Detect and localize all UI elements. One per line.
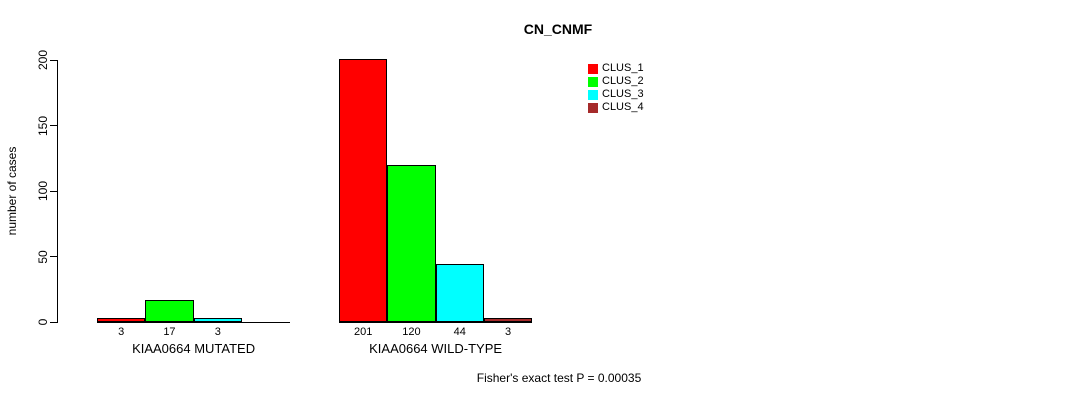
bar-clus_2 (387, 164, 436, 322)
legend-item: CLUS_4 (588, 101, 644, 114)
y-tick-label: 150 (36, 115, 50, 136)
annotation-pvalue: Fisher's exact test P = 0.00035 (476, 371, 642, 385)
bar-value-label: 3 (504, 326, 512, 338)
legend-item-label: CLUS_3 (602, 88, 644, 100)
y-tick-label: 200 (36, 49, 50, 71)
legend-item-label: CLUS_4 (602, 101, 644, 113)
bar-clus_2 (145, 299, 194, 322)
y-tick (50, 321, 57, 323)
y-tick-label: 100 (36, 180, 50, 202)
y-tick (50, 190, 57, 192)
legend-item: CLUS_1 (588, 62, 644, 75)
category-label: KIAA0664 WILD-TYPE (369, 341, 503, 356)
bar-value-label: 201 (353, 326, 373, 338)
y-tick (50, 125, 57, 126)
legend-item-label: CLUS_1 (602, 62, 644, 74)
y-tick-label: 0 (36, 318, 50, 326)
bar-value-label: 3 (118, 326, 125, 338)
bar-clus_3 (435, 264, 484, 322)
legend-item-label: CLUS_2 (602, 75, 644, 87)
group-baseline (339, 322, 533, 323)
bar-clus_3 (193, 318, 242, 322)
legend: CLUS_1 CLUS_2 CLUS_3 CLUS_4 (588, 62, 644, 114)
legend-item: CLUS_3 (588, 88, 644, 101)
y-tick (50, 59, 57, 61)
legend-color-swatch (588, 63, 598, 74)
bar-value-label: 3 (214, 326, 221, 338)
bar-clus_4 (483, 318, 533, 322)
category-label: KIAA0664 MUTATED (132, 341, 256, 356)
y-axis-label: number of cases (5, 146, 19, 236)
legend-color-swatch (588, 89, 598, 100)
chart-title: CN_CNMF (523, 21, 593, 37)
y-tick-label: 50 (36, 249, 50, 264)
bar-value-label: 44 (453, 326, 466, 338)
legend-item: CLUS_2 (588, 75, 644, 88)
y-tick (50, 256, 57, 257)
bar-value-label: 120 (402, 326, 421, 338)
legend-color-swatch (588, 102, 598, 113)
bar-clus_1 (97, 318, 146, 322)
bar-clus_1 (339, 58, 388, 322)
legend-color-swatch (588, 76, 598, 87)
bar-value-label: 17 (163, 326, 176, 338)
y-axis-line (57, 60, 58, 323)
group-baseline (97, 322, 291, 323)
